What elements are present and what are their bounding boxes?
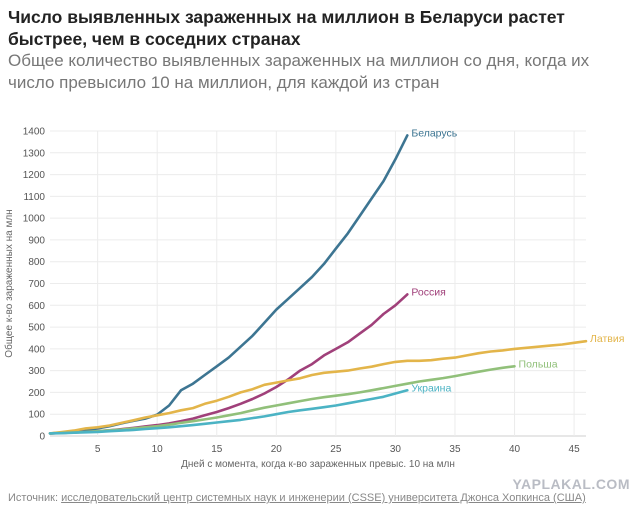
x-tick-label: 30 <box>390 444 402 455</box>
series-line <box>48 293 409 435</box>
x-tick-label: 5 <box>95 444 101 455</box>
x-axis-ticks: 5 10 15 20 25 30 35 40 45 <box>95 444 580 455</box>
y-tick-label: 500 <box>28 323 45 334</box>
x-tick-label: 15 <box>211 444 223 455</box>
series-label: Беларусь <box>411 127 457 139</box>
x-tick-label: 25 <box>330 444 342 455</box>
y-tick-label: 400 <box>28 344 45 355</box>
y-tick-label: 300 <box>28 366 45 377</box>
y-tick-label: 1200 <box>23 170 46 181</box>
x-tick-label: 20 <box>271 444 283 455</box>
grid-lines <box>50 130 586 437</box>
series-line <box>48 134 409 435</box>
series-label: Латвия <box>590 333 624 345</box>
y-tick-label: 1100 <box>23 192 45 203</box>
series-lines <box>48 134 588 435</box>
source-prefix: Источник: <box>8 492 62 504</box>
y-axis-label: Общее к-во зараженных на млн <box>3 209 15 357</box>
x-tick-label: 10 <box>152 444 164 455</box>
watermark: YAPLAKAL.COM <box>512 476 630 492</box>
series-label: Украина <box>411 382 451 394</box>
y-tick-label: 200 <box>28 388 45 399</box>
y-tick-label: 0 <box>39 432 45 443</box>
x-tick-label: 45 <box>569 444 581 455</box>
y-tick-label: 600 <box>28 301 45 312</box>
x-axis-label: Дней с момента, когда к-во зараженных пр… <box>181 459 455 470</box>
source-note: Источник: исследовательский центр систем… <box>8 492 586 504</box>
source-link[interactable]: исследовательский центр системных наук и… <box>61 492 586 504</box>
y-axis-ticks: 0 100 200 300 400 500 600 700 800 900 1000 1100 1200… <box>23 127 46 443</box>
x-tick-label: 35 <box>449 444 461 455</box>
series-labels: Беларусь Россия Латвия Польша Украина <box>411 127 624 394</box>
chart-title: Число выявленных зараженных на миллион в… <box>8 7 565 49</box>
y-tick-label: 1300 <box>23 148 46 159</box>
y-tick-label: 1000 <box>23 214 46 225</box>
series-label: Польша <box>519 358 558 370</box>
series-label: Россия <box>411 286 445 298</box>
y-tick-label: 100 <box>28 410 45 421</box>
y-tick-label: 800 <box>28 257 45 268</box>
chart-subtitle: Общее количество выявленных зараженных н… <box>8 51 590 92</box>
series-line <box>48 388 409 435</box>
y-tick-label: 900 <box>28 235 45 246</box>
y-tick-label: 700 <box>28 279 45 290</box>
y-tick-label: 1400 <box>23 127 46 138</box>
x-tick-label: 40 <box>509 444 521 455</box>
series-line <box>48 339 588 435</box>
